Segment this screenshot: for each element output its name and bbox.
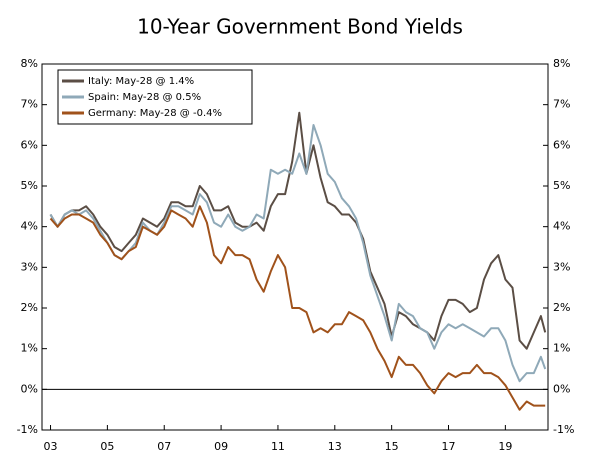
y-tick-label: 7% xyxy=(21,98,38,111)
x-tick-label: 11 xyxy=(271,440,285,453)
x-tick-label: 07 xyxy=(157,440,171,453)
y2-tick-label: 0% xyxy=(553,382,570,395)
chart-title: 10-Year Government Bond Yields xyxy=(137,15,463,39)
plot-frame xyxy=(41,63,549,431)
y2-tick-label: 2% xyxy=(553,301,570,314)
x-tick-label: 19 xyxy=(498,440,512,453)
y2-tick-label: -1% xyxy=(553,423,574,436)
legend-label: Italy: May-28 @ 1.4% xyxy=(88,76,194,87)
y2-tick-label: 6% xyxy=(553,138,570,151)
y-tick-label: 8% xyxy=(21,57,38,70)
y-tick-label: 3% xyxy=(21,260,38,273)
series-line xyxy=(49,111,547,350)
x-tick-label: 05 xyxy=(100,440,114,453)
y2-tick-label: 8% xyxy=(553,57,570,70)
x-tick-label: 15 xyxy=(385,440,399,453)
y2-tick-label: 5% xyxy=(553,179,570,192)
legend-box xyxy=(57,69,253,125)
y2-tick-label: 7% xyxy=(553,98,570,111)
x-tick-label: 03 xyxy=(44,440,58,453)
y-tick-label: 2% xyxy=(21,301,38,314)
series-line xyxy=(49,124,547,383)
y-tick-label: 6% xyxy=(21,138,38,151)
x-tick-label: 09 xyxy=(214,440,228,453)
x-tick-label: 13 xyxy=(328,440,342,453)
series-line xyxy=(49,205,546,411)
x-tick-label: 17 xyxy=(442,440,456,453)
y2-tick-label: 1% xyxy=(553,342,570,355)
y-tick-label: 4% xyxy=(21,220,38,233)
legend-label: Spain: May-28 @ 0.5% xyxy=(88,92,201,103)
y-tick-label: -1% xyxy=(17,423,38,436)
y-tick-label: 5% xyxy=(21,179,38,192)
y-tick-label: 0% xyxy=(21,382,38,395)
y2-tick-label: 4% xyxy=(553,220,570,233)
legend-label: Germany: May-28 @ -0.4% xyxy=(88,108,222,119)
y-tick-label: 1% xyxy=(21,342,38,355)
y2-tick-label: 3% xyxy=(553,260,570,273)
